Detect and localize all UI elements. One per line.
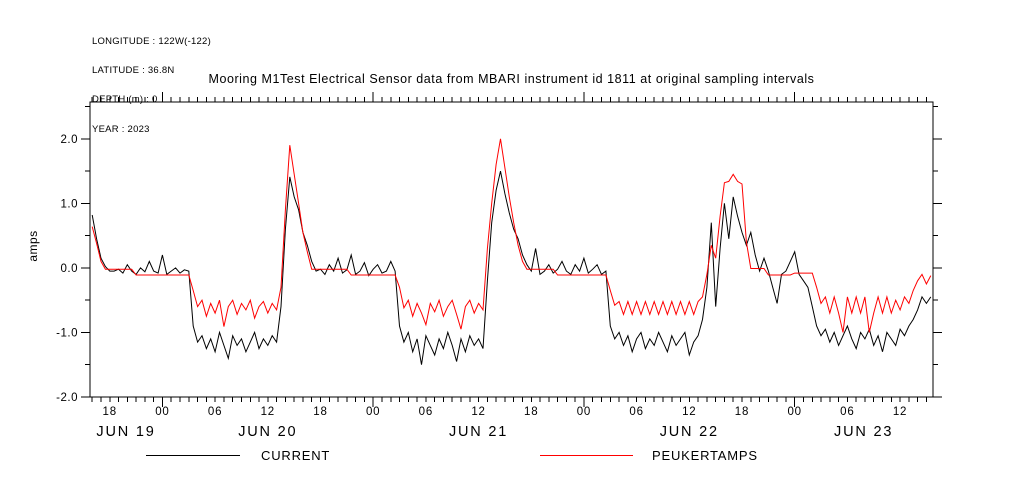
- x-hour-label: 06: [629, 406, 643, 418]
- x-hour-label: 12: [471, 406, 485, 418]
- x-hour-label: 00: [577, 406, 591, 418]
- meta-year: YEAR : 2023: [92, 123, 150, 135]
- legend-peukertamps-swatch: [540, 455, 633, 456]
- series-line-current: [91, 170, 932, 365]
- series-line-peukertamps: [91, 138, 932, 333]
- legend-current-label: CURRENT: [261, 448, 331, 463]
- x-date-label: JUN 19: [96, 424, 155, 440]
- x-date-label: JUN 20: [238, 424, 297, 440]
- y-axis-label: amps: [26, 230, 40, 261]
- y-tick-label: 2.0: [61, 134, 79, 146]
- y-tick-label: 1.0: [61, 198, 79, 210]
- x-hour-label: 00: [155, 406, 169, 418]
- x-hour-label: 18: [735, 406, 749, 418]
- legend-peukertamps-label: PEUKERTAMPS: [652, 448, 758, 463]
- x-hour-label: 18: [313, 406, 327, 418]
- y-tick-label: -2.0: [56, 392, 78, 404]
- x-hour-label: 18: [524, 406, 538, 418]
- x-date-label: JUN 23: [834, 424, 893, 440]
- x-hour-label: 06: [840, 406, 854, 418]
- x-hour-label: 06: [208, 406, 222, 418]
- x-hour-label: 12: [893, 406, 907, 418]
- y-tick-label: 0.0: [61, 263, 79, 275]
- x-hour-label: 00: [366, 406, 380, 418]
- chart-title: Mooring M1Test Electrical Sensor data fr…: [208, 72, 815, 86]
- x-hour-label: 06: [419, 406, 433, 418]
- x-hour-label: 12: [261, 406, 275, 418]
- meta-longitude: LONGITUDE : 122W(-122): [92, 35, 211, 47]
- y-tick-label: -1.0: [56, 327, 78, 339]
- meta-latitude: LATITUDE : 36.8N: [92, 64, 175, 76]
- x-date-label: JUN 22: [660, 424, 719, 440]
- x-hour-label: 18: [103, 406, 117, 418]
- x-hour-label: 00: [787, 406, 801, 418]
- plot-box: [89, 101, 934, 398]
- x-hour-label: 12: [682, 406, 696, 418]
- x-date-label: JUN 21: [449, 424, 508, 440]
- legend-current-swatch: [146, 455, 240, 456]
